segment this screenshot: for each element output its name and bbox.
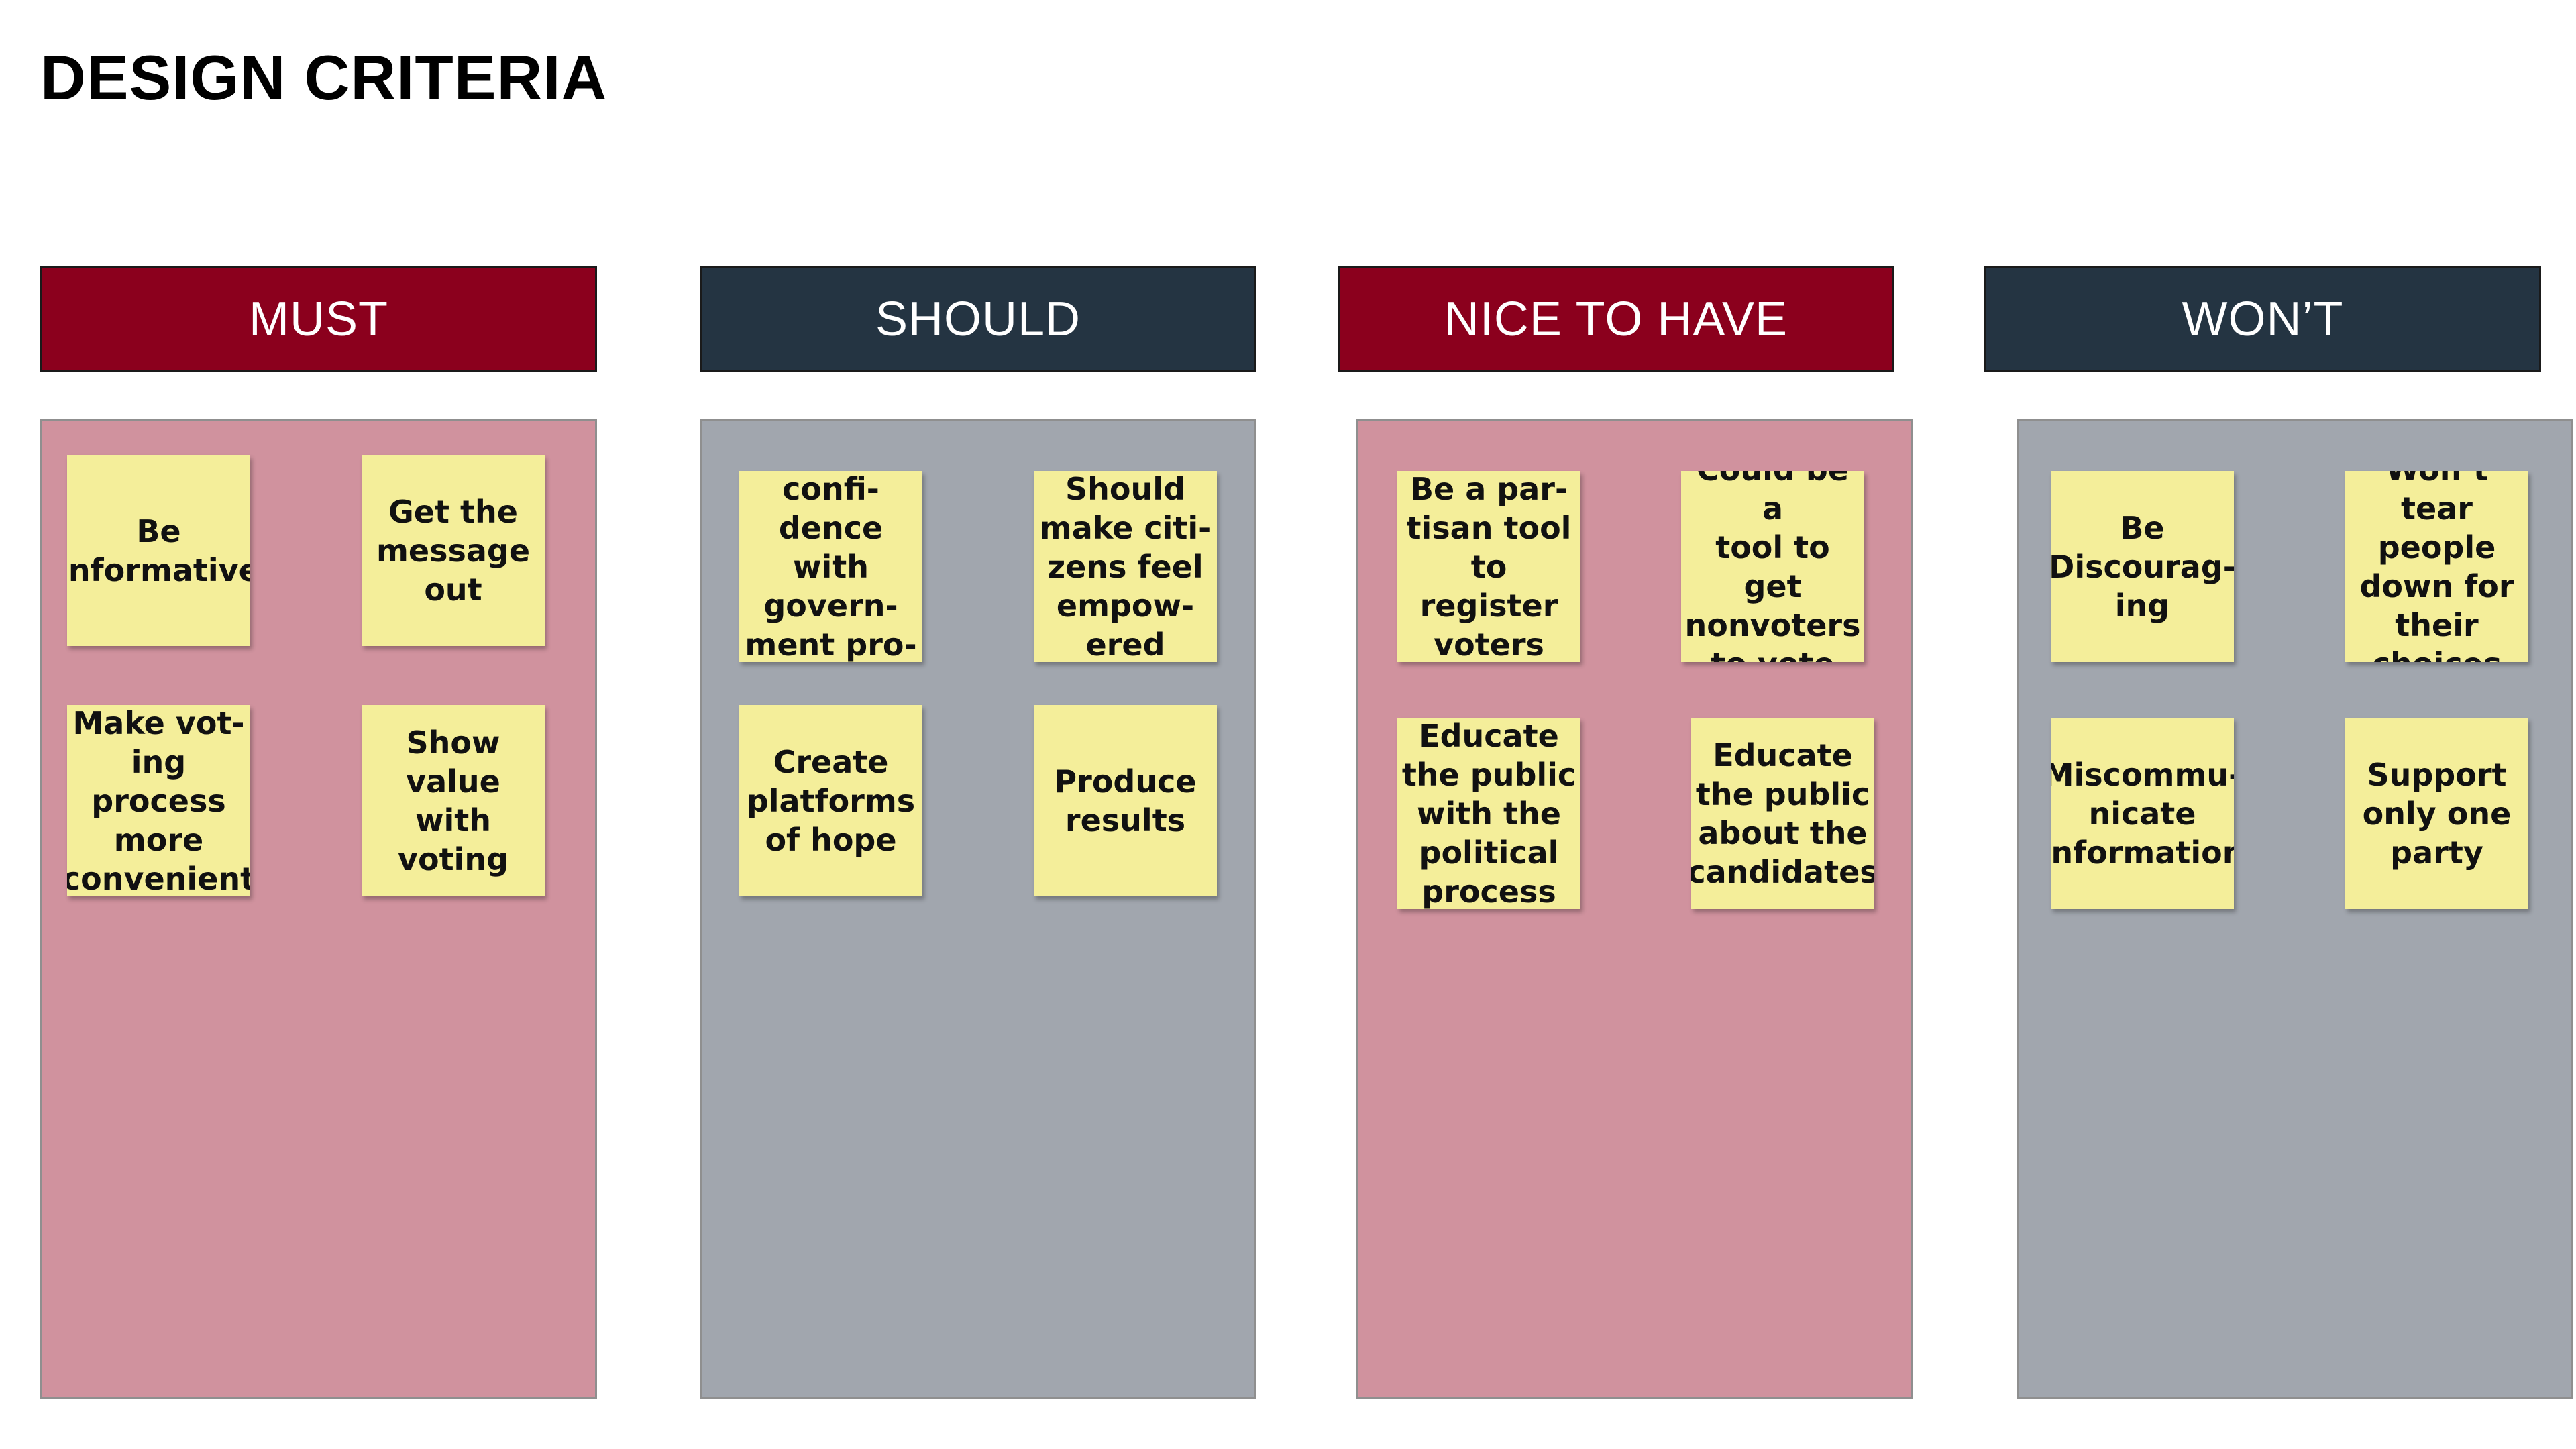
sticky-note[interactable]: Show value with voting xyxy=(362,705,545,896)
column-header-wont: WON’T xyxy=(1984,266,2541,372)
sticky-note-text: Educate the public about the candidates xyxy=(1691,737,1874,890)
sticky-note-text: Miscommu- nicate information xyxy=(2051,756,2234,871)
sticky-note-text: Educate the public with the political pr… xyxy=(1401,718,1576,909)
sticky-note-text: Build confi- dence with govern- ment pro… xyxy=(745,471,917,662)
sticky-note[interactable]: Be Discourag- ing xyxy=(2051,471,2234,662)
sticky-note[interactable]: Support only one party xyxy=(2345,718,2528,909)
sticky-note[interactable]: Miscommu- nicate information xyxy=(2051,718,2234,909)
column-header-should: SHOULD xyxy=(700,266,1256,372)
column-header-nice-to-have: NICE TO HAVE xyxy=(1338,266,1894,372)
sticky-note[interactable]: Won’t tear people down for their choices xyxy=(2345,471,2528,662)
sticky-note-text: Be Discourag- ing xyxy=(2051,509,2234,624)
sticky-note[interactable]: Should make citi- zens feel empow- ered xyxy=(1034,471,1217,662)
sticky-note-text: Produce results xyxy=(1054,763,1197,839)
page-title: DESIGN CRITERIA xyxy=(40,42,608,113)
sticky-note-text: Should make citi- zens feel empow- ered xyxy=(1039,471,1212,662)
sticky-note[interactable]: Educate the public about the candidates xyxy=(1691,718,1874,909)
sticky-note[interactable]: Produce results xyxy=(1034,705,1217,896)
sticky-note[interactable]: Could be a tool to get nonvoters to vote xyxy=(1681,471,1864,662)
sticky-note-text: Be a par- tisan tool to register voters xyxy=(1406,471,1572,662)
sticky-note-text: Make vot- ing process more convenient xyxy=(67,705,250,896)
sticky-note[interactable]: Be informative xyxy=(67,455,250,646)
sticky-note-text: Won’t tear people down for their choices xyxy=(2359,471,2514,662)
sticky-note-text: Be informative xyxy=(67,513,250,588)
sticky-note-text: Show value with voting xyxy=(397,724,509,877)
sticky-note-text: Support only one party xyxy=(2362,756,2512,871)
sticky-note-text: Could be a tool to get nonvoters to vote xyxy=(1684,471,1861,662)
sticky-note-text: Create platforms of hope xyxy=(746,743,916,858)
sticky-note[interactable]: Educate the public with the political pr… xyxy=(1397,718,1580,909)
column-header-must: MUST xyxy=(40,266,597,372)
sticky-note[interactable]: Create platforms of hope xyxy=(739,705,922,896)
sticky-note[interactable]: Get the message out xyxy=(362,455,545,646)
sticky-note-text: Get the message out xyxy=(376,493,531,608)
sticky-note[interactable]: Be a par- tisan tool to register voters xyxy=(1397,471,1580,662)
sticky-note[interactable]: Make vot- ing process more convenient xyxy=(67,705,250,896)
sticky-note[interactable]: Build confi- dence with govern- ment pro… xyxy=(739,471,922,662)
